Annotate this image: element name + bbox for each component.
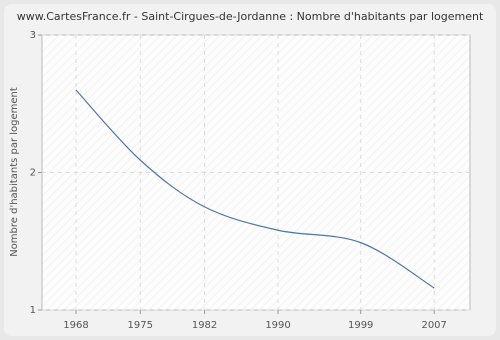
x-tick-label: 1999 [348, 320, 373, 331]
data-line [75, 89, 435, 289]
chart-title: www.CartesFrance.fr - Saint-Cirgues-de-J… [17, 10, 484, 23]
y-axis-label: Nombre d'habitants par logement [9, 87, 20, 257]
x-tick-label: 1968 [63, 320, 88, 331]
y-tick-label: 1 [30, 305, 36, 316]
y-tick-label: 3 [30, 30, 36, 41]
x-tick-label: 2007 [421, 320, 446, 331]
y-tick-label: 2 [30, 168, 36, 179]
x-tick-label: 1975 [128, 320, 153, 331]
x-tick-label: 1990 [265, 320, 290, 331]
x-tick-label: 1982 [192, 320, 217, 331]
